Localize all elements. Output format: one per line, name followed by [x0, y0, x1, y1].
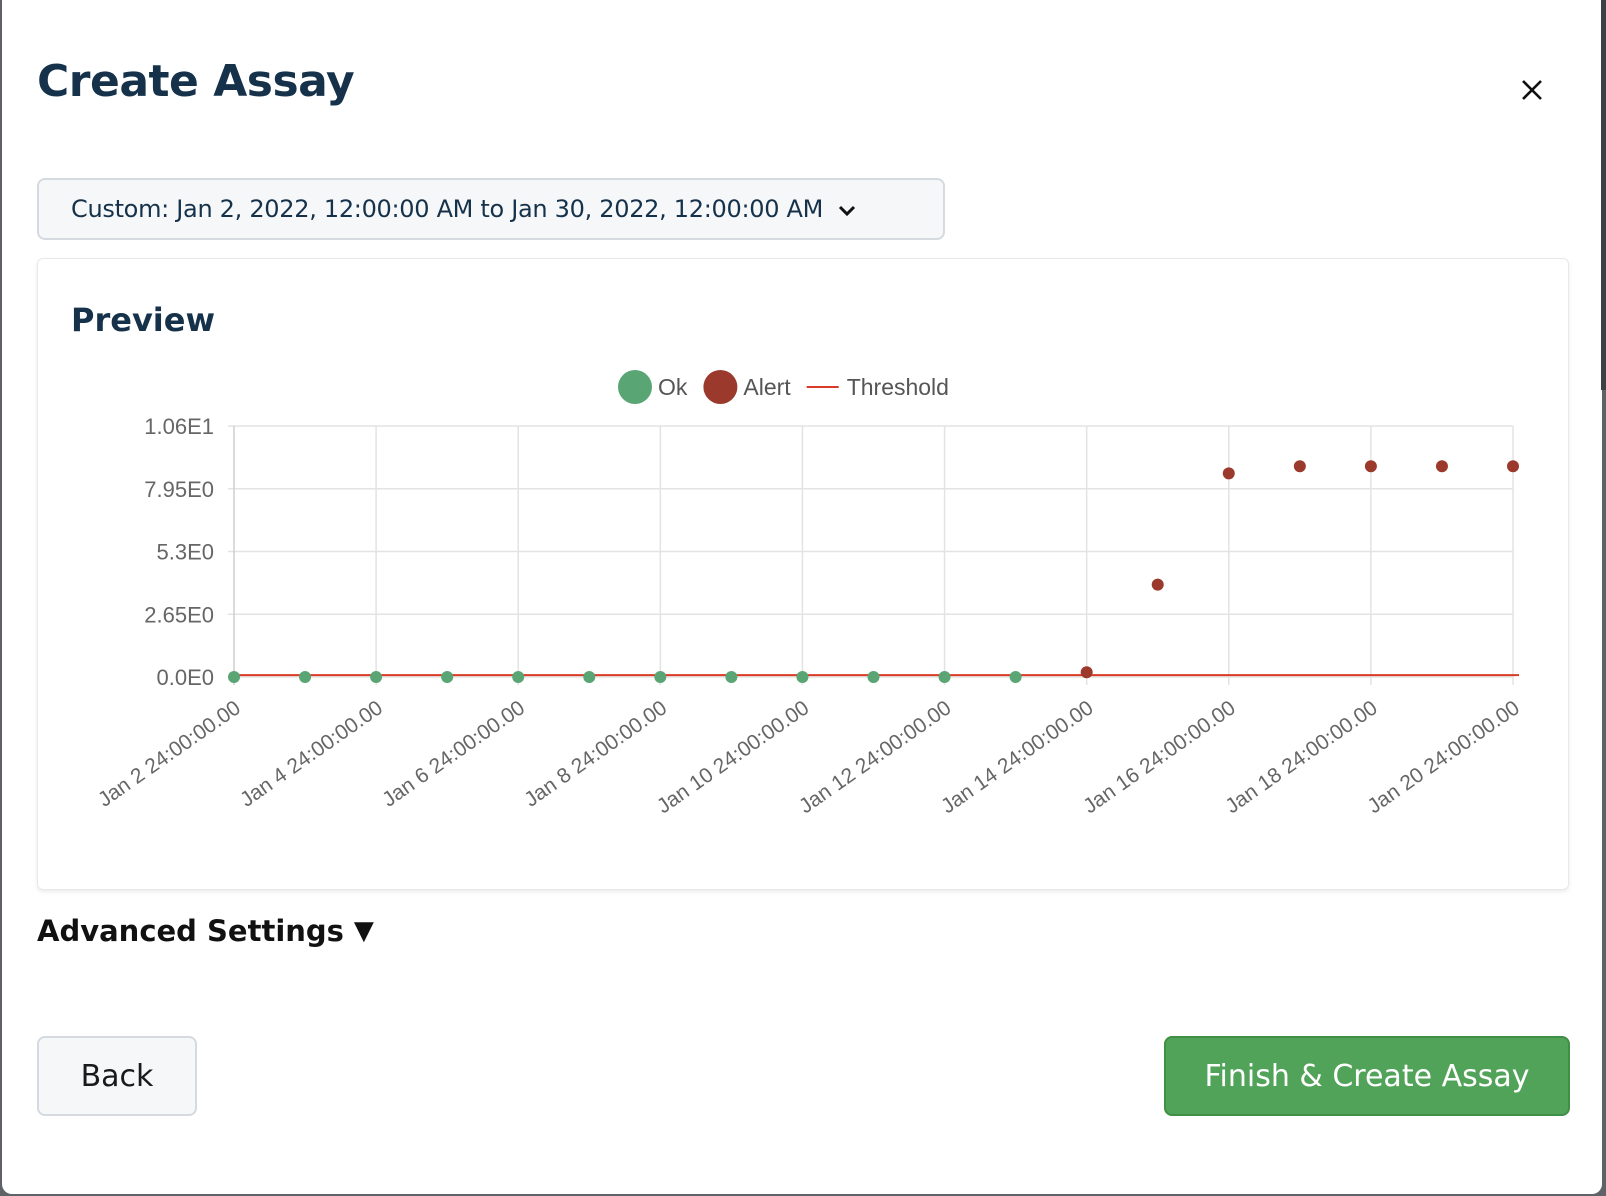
x-tick-label: Jan 14 24:00:00.00	[937, 696, 1097, 818]
finish-create-assay-button[interactable]: Finish & Create Assay	[1164, 1036, 1570, 1116]
ok-point	[299, 671, 312, 683]
alert-point	[1293, 460, 1306, 473]
preview-chart: 0.0E0 2.65E0 5.3E0 7.95E0 1.06E1 Jan 2 24:00:…	[94, 370, 1524, 818]
alert-point	[1507, 460, 1519, 473]
ok-point	[441, 671, 454, 683]
back-button[interactable]: Back	[37, 1036, 197, 1116]
ok-point	[583, 671, 596, 683]
x-tick-label: Jan 8 24:00:00.00	[520, 696, 671, 811]
triangle-down-icon: ▼	[353, 916, 374, 946]
x-tick-label: Jan 6 24:00:00.00	[378, 696, 529, 811]
ok-point	[228, 671, 240, 683]
x-tick-label: Jan 12 24:00:00.00	[795, 696, 955, 818]
y-tick-label: 2.65E0	[144, 602, 214, 627]
advanced-settings-toggle[interactable]: Advanced Settings ▼	[37, 914, 374, 948]
alert-point	[1364, 460, 1377, 473]
close-icon	[1522, 80, 1542, 100]
y-tick-label: 0.0E0	[157, 665, 215, 690]
close-button[interactable]	[1510, 68, 1554, 112]
x-tick-label: Jan 2 24:00:00.00	[94, 696, 245, 811]
ok-point	[938, 671, 951, 683]
advanced-settings-label: Advanced Settings	[37, 914, 344, 948]
alert-point	[1151, 578, 1164, 591]
legend-threshold-label: Threshold	[847, 374, 949, 400]
ok-point	[1009, 671, 1022, 683]
alert-point	[1435, 460, 1448, 473]
chevron-down-icon	[838, 205, 856, 217]
scrollbar[interactable]	[1601, 0, 1606, 390]
preview-title: Preview	[71, 301, 216, 339]
ok-point	[796, 671, 809, 683]
date-range-label: Custom: Jan 2, 2022, 12:00:00 AM to Jan …	[71, 195, 824, 223]
alert-point	[1080, 666, 1093, 679]
x-tick-label: Jan 16 24:00:00.00	[1079, 696, 1239, 818]
y-tick-label: 7.95E0	[144, 477, 214, 502]
ok-point	[867, 671, 880, 683]
alert-point	[1222, 467, 1235, 480]
legend-ok-label: Ok	[658, 374, 688, 400]
x-tick-label: Jan 10 24:00:00.00	[653, 696, 813, 818]
y-tick-label: 1.06E1	[144, 414, 214, 439]
modal-title: Create Assay	[37, 56, 355, 107]
ok-point	[725, 671, 738, 683]
ok-point	[370, 671, 383, 683]
ok-point	[512, 671, 525, 683]
x-tick-label: Jan 4 24:00:00.00	[236, 696, 387, 811]
y-tick-label: 5.3E0	[157, 540, 215, 565]
ok-point	[654, 671, 667, 683]
x-tick-label: Jan 20 24:00:00.00	[1363, 696, 1523, 818]
legend-alert-swatch	[703, 370, 738, 404]
date-range-dropdown[interactable]: Custom: Jan 2, 2022, 12:00:00 AM to Jan …	[37, 178, 945, 240]
preview-card: Preview 0.0E0 2.65E0 5.3E0 7.95E0 1.06E1 Jan …	[37, 258, 1569, 890]
x-tick-label: Jan 18 24:00:00.00	[1221, 696, 1381, 818]
legend-alert-label: Alert	[743, 374, 791, 400]
legend-ok-swatch	[618, 370, 652, 404]
